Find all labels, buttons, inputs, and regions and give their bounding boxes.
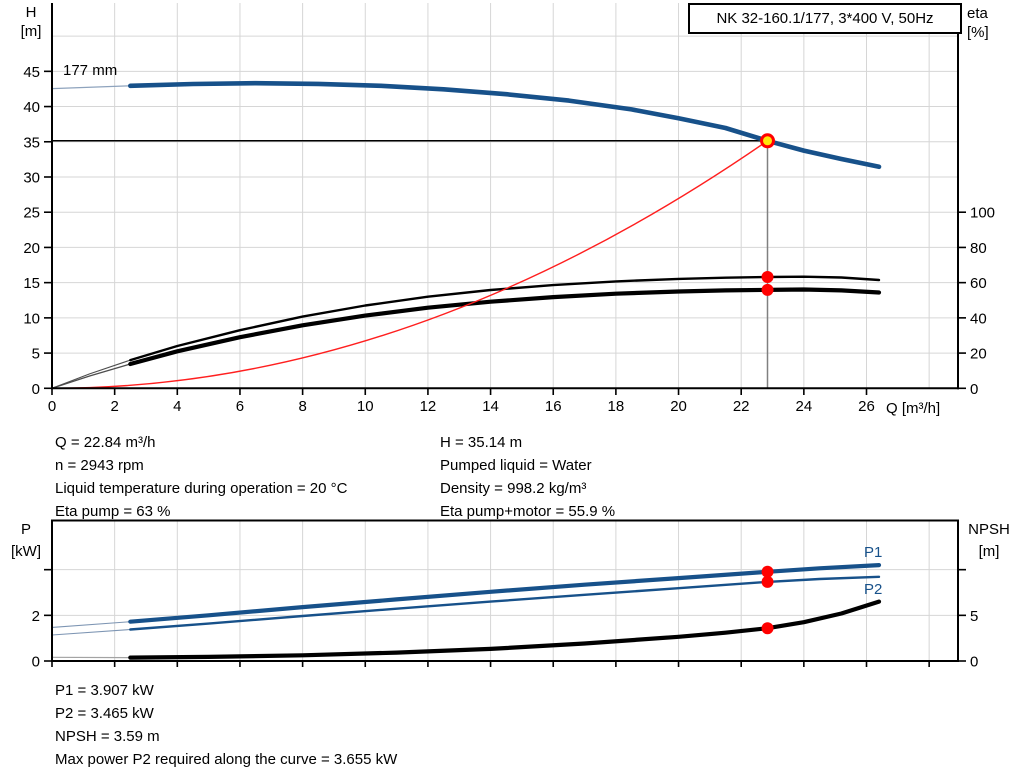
eta-pump-curve[interactable] (129, 275, 881, 362)
duty-flow-value: Q = 22.84 m³/h (55, 434, 156, 451)
pumped-liquid-value: Pumped liquid = Water (440, 457, 592, 474)
p2-curve-label: P2 (864, 581, 883, 598)
npsh-point[interactable] (761, 622, 774, 635)
eta-pump-lead (51, 359, 131, 389)
h-axis-unit: [m] (20, 23, 42, 40)
p1-value: P1 = 3.907 kW (55, 682, 154, 699)
p-axis-symbol: P (20, 521, 31, 538)
tick-label: 22 (733, 398, 750, 415)
tick-label: 0 (32, 381, 40, 398)
tick-label: 6 (236, 398, 244, 415)
tick-label: 2 (32, 608, 40, 625)
eta-pump-motor-point[interactable] (761, 283, 774, 296)
eta-pump-motor-lead (51, 363, 131, 389)
npsh-value: NPSH = 3.59 m (55, 728, 160, 745)
tick-label: 25 (23, 205, 40, 222)
max-power-value: Max power P2 required along the curve = … (55, 751, 398, 768)
eta-pump-motor-value: Eta pump+motor = 55.9 % (440, 503, 616, 520)
duty-info-left: Q = 22.84 m³/h n = 2943 rpm Liquid tempe… (55, 431, 347, 523)
tick-label: 0 (48, 398, 56, 415)
tick-label: 20 (970, 346, 987, 363)
eta-axis-label: eta [%] (967, 4, 989, 42)
pump-curve[interactable] (128, 80, 882, 170)
tick-label: 5 (32, 346, 40, 363)
density-value: Density = 998.2 kg/m³ (440, 480, 587, 497)
tick-label: 18 (608, 398, 625, 415)
p2-curve-lead (51, 628, 131, 636)
eta-pump-value: Eta pump = 63 % (55, 503, 171, 520)
q-axis-label: Q [m³/h] (886, 400, 941, 417)
duty-head-value: H = 35.14 m (440, 434, 523, 451)
npsh-axis-symbol: NPSH (968, 521, 1010, 538)
p1-curve-lead (51, 621, 131, 628)
npsh-curve[interactable] (128, 599, 882, 660)
tick-label: 20 (670, 398, 687, 415)
h-axis-label: H [m] (13, 3, 49, 41)
p-axis-label: P [kW] (7, 519, 45, 563)
system-curve[interactable] (51, 140, 769, 389)
eta-pump-point[interactable] (761, 271, 774, 284)
p2-value: P2 = 3.465 kW (55, 705, 154, 722)
tick-label: 8 (298, 398, 306, 415)
power-info-block: P1 = 3.907 kW P2 = 3.465 kW NPSH = 3.59 … (55, 679, 397, 771)
tick-label: 45 (23, 64, 40, 81)
tick-label: 20 (23, 240, 40, 257)
tick-label: 60 (970, 275, 987, 292)
tick-label: 10 (23, 310, 40, 327)
p2-point[interactable] (761, 575, 774, 588)
tick-label: 100 (970, 205, 995, 222)
eta-pump-motor-curve[interactable] (128, 287, 882, 367)
tick-label: 12 (420, 398, 437, 415)
eta-axis-symbol: eta (967, 5, 988, 22)
tick-label: 10 (357, 398, 374, 415)
tick-label: 35 (23, 134, 40, 151)
impeller-diameter-label: 177 mm (63, 62, 118, 79)
pump-title-box: NK 32-160.1/177, 3*400 V, 50Hz (688, 3, 962, 34)
duty-point[interactable] (760, 133, 776, 149)
npsh-axis-label: NPSH [m] (962, 519, 1016, 563)
tick-label: 16 (545, 398, 562, 415)
pump-curve-lead (51, 85, 131, 90)
tick-label: 0 (970, 654, 978, 671)
tick-label: 14 (482, 398, 499, 415)
tick-label: 80 (970, 240, 987, 257)
liquid-temperature-value: Liquid temperature during operation = 20… (55, 480, 348, 497)
npsh-axis-unit: [m] (978, 543, 1000, 560)
h-axis-symbol: H (25, 4, 37, 21)
p2-curve[interactable] (129, 575, 881, 631)
tick-label: 40 (23, 99, 40, 116)
eta-axis-unit: [%] (967, 24, 989, 41)
tick-label: 15 (23, 275, 40, 292)
tick-label: 0 (970, 381, 978, 398)
tick-label: 0 (32, 654, 40, 671)
speed-value: n = 2943 rpm (55, 457, 144, 474)
p1-point[interactable] (761, 565, 774, 578)
tick-label: 2 (110, 398, 118, 415)
tick-label: 26 (858, 398, 875, 415)
tick-label: 4 (173, 398, 181, 415)
p1-curve-label: P1 (864, 544, 883, 561)
tick-label: 5 (970, 608, 978, 625)
duty-info-right: H = 35.14 m Pumped liquid = Water Densit… (440, 431, 615, 523)
tick-label: 24 (796, 398, 813, 415)
tick-label: 30 (23, 169, 40, 186)
p1-curve[interactable] (128, 563, 882, 624)
tick-label: 40 (970, 310, 987, 327)
p-axis-unit: [kW] (11, 543, 41, 560)
